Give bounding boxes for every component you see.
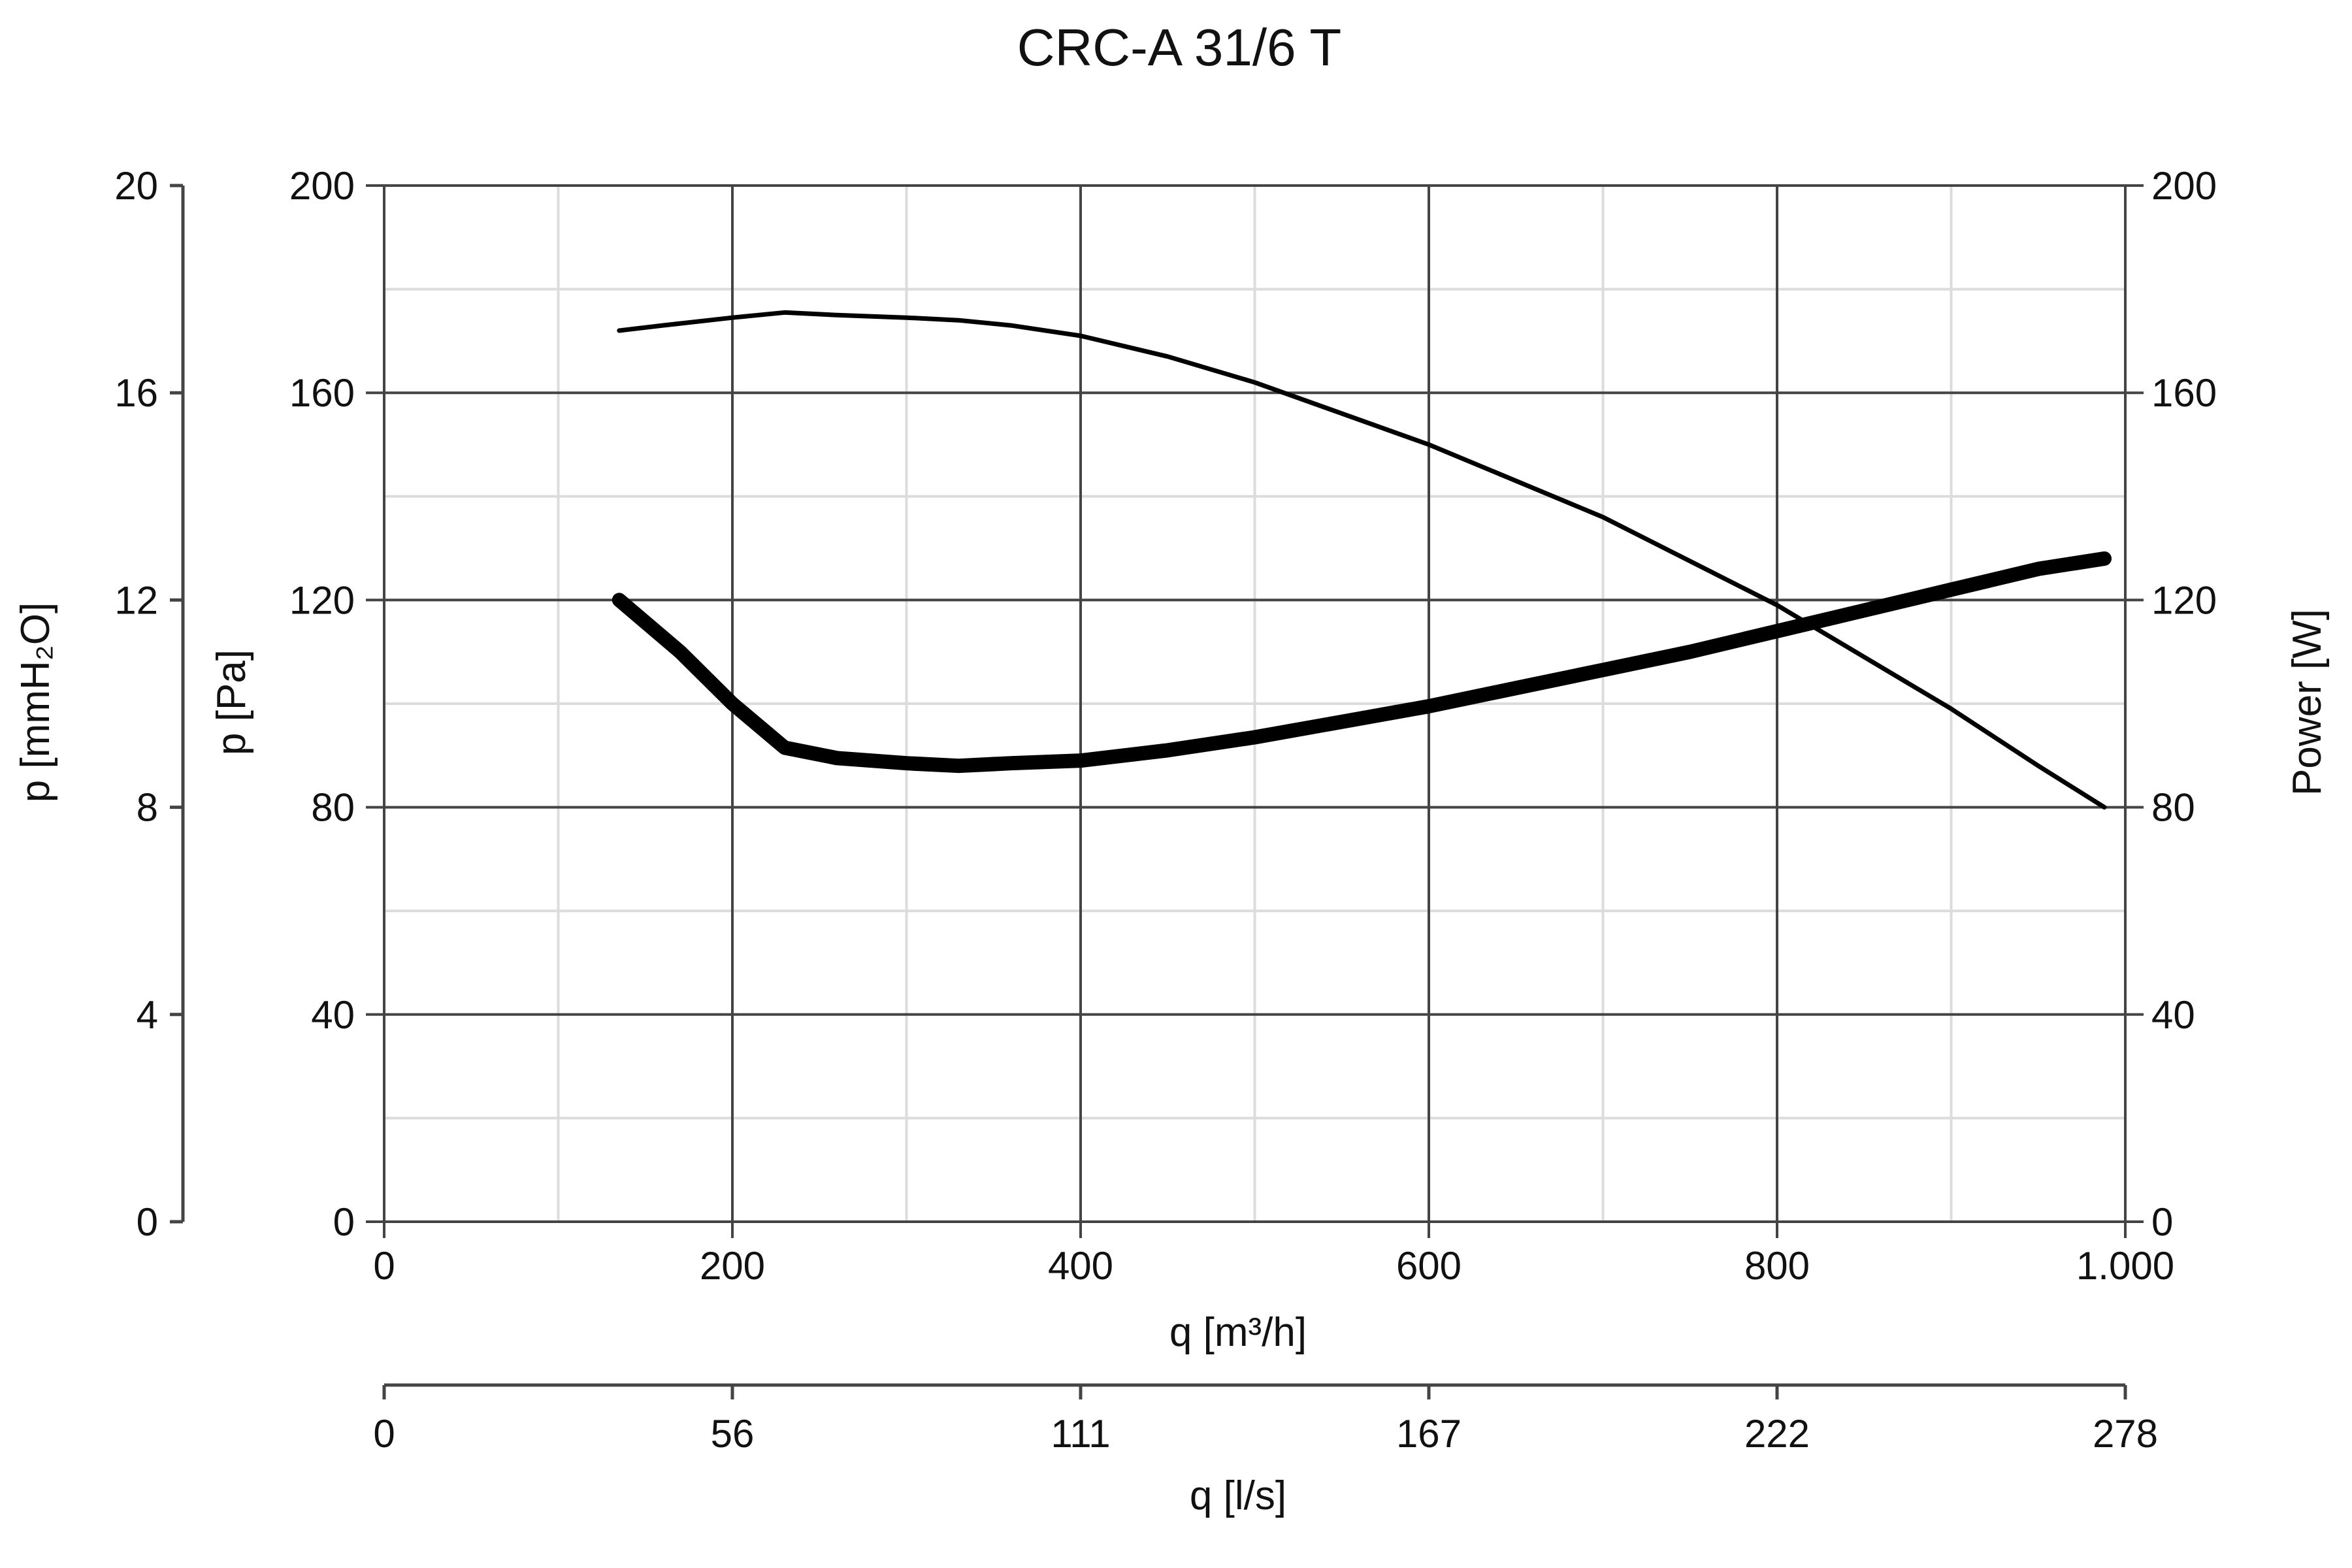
y3-tick-label: 40 [2151, 993, 2195, 1037]
y2-tick-label: 16 [114, 371, 158, 415]
x2-tick-label: 0 [373, 1412, 395, 1456]
y3-tick-label: 200 [2151, 164, 2217, 208]
power-curve [612, 551, 2112, 774]
x2-tick-label: 222 [1744, 1412, 1810, 1456]
y-tick-label: 0 [333, 1200, 355, 1244]
y2-tick-label: 20 [114, 164, 158, 208]
y-axis-title: p [Pa] [209, 649, 254, 755]
y2-tick-label: 12 [114, 578, 158, 622]
x-tick-label: 200 [700, 1244, 765, 1288]
chart-title: CRC-A 31/6 T [1017, 18, 1341, 76]
y2-tick-label: 0 [137, 1200, 158, 1244]
pressure-curve [617, 310, 2107, 810]
x-tick-label: 1.000 [2076, 1244, 2174, 1288]
x2-tick-label: 167 [1396, 1412, 1462, 1456]
y3-tick-label: 120 [2151, 578, 2217, 622]
y-tick-label: 160 [289, 371, 355, 415]
x2-axis-title: q [l/s] [1190, 1473, 1286, 1518]
y-tick-label: 80 [311, 786, 355, 830]
x-tick-label: 600 [1396, 1244, 1462, 1288]
x2-tick-label: 56 [711, 1412, 755, 1456]
y-tick-label: 200 [289, 164, 355, 208]
x2-tick-label: 278 [2093, 1412, 2158, 1456]
x-tick-label: 400 [1048, 1244, 1113, 1288]
x2-tick-label: 111 [1051, 1412, 1110, 1456]
y2-tick-label: 8 [137, 786, 158, 830]
y2-axis-title: p [mmH₂O] [13, 602, 58, 803]
y3-tick-label: 160 [2151, 371, 2217, 415]
y3-tick-label: 0 [2151, 1200, 2173, 1244]
x-tick-label: 800 [1744, 1244, 1810, 1288]
x-axis-title: q [m³/h] [1169, 1310, 1307, 1355]
y-tick-label: 120 [289, 578, 355, 622]
y3-tick-label: 80 [2151, 786, 2195, 830]
y3-axis-title: Power [W] [2285, 609, 2330, 796]
y-tick-label: 40 [311, 993, 355, 1037]
y2-tick-label: 4 [137, 993, 158, 1037]
x-tick-label: 0 [373, 1244, 395, 1288]
